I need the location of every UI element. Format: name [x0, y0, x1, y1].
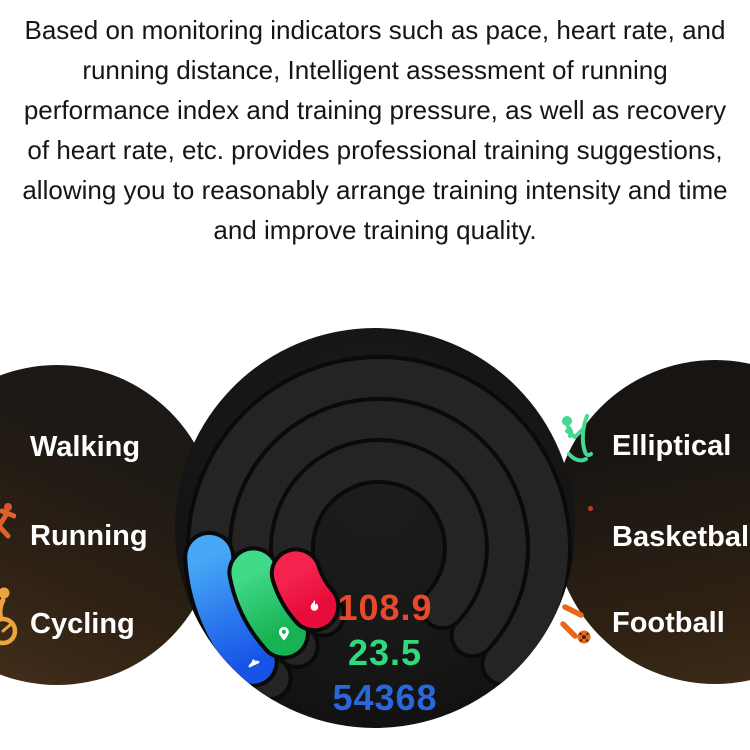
- sport-label-football: Football: [612, 607, 725, 639]
- flame-icon: [310, 599, 319, 611]
- steps-value: 54368: [332, 677, 438, 718]
- sport-label-cycling: Cycling: [30, 608, 135, 640]
- steps-arc: [187, 534, 275, 684]
- basketball-icon: [588, 506, 593, 511]
- cycling-icon: [0, 587, 18, 646]
- running-icon: [0, 503, 16, 539]
- sport-label-elliptical: Elliptical: [612, 430, 732, 462]
- sport-label-basketball: Basketball: [612, 521, 750, 553]
- location-pin-icon: [278, 626, 289, 641]
- shoe-icon: [248, 659, 260, 668]
- sport-label-walking: Walking: [30, 431, 141, 463]
- watch-face: 108.9 23.5 54368: [175, 328, 575, 728]
- activity-rings: [183, 355, 572, 702]
- calories-value: 108.9: [337, 587, 433, 628]
- elliptical-icon: [562, 414, 593, 463]
- description-text: Based on monitoring indicators such as p…: [22, 15, 728, 245]
- sport-label-running: Running: [30, 520, 148, 552]
- distance-value: 23.5: [347, 632, 423, 673]
- football-icon: [560, 604, 591, 644]
- metric-readouts: 108.9 23.5 54368: [185, 585, 575, 720]
